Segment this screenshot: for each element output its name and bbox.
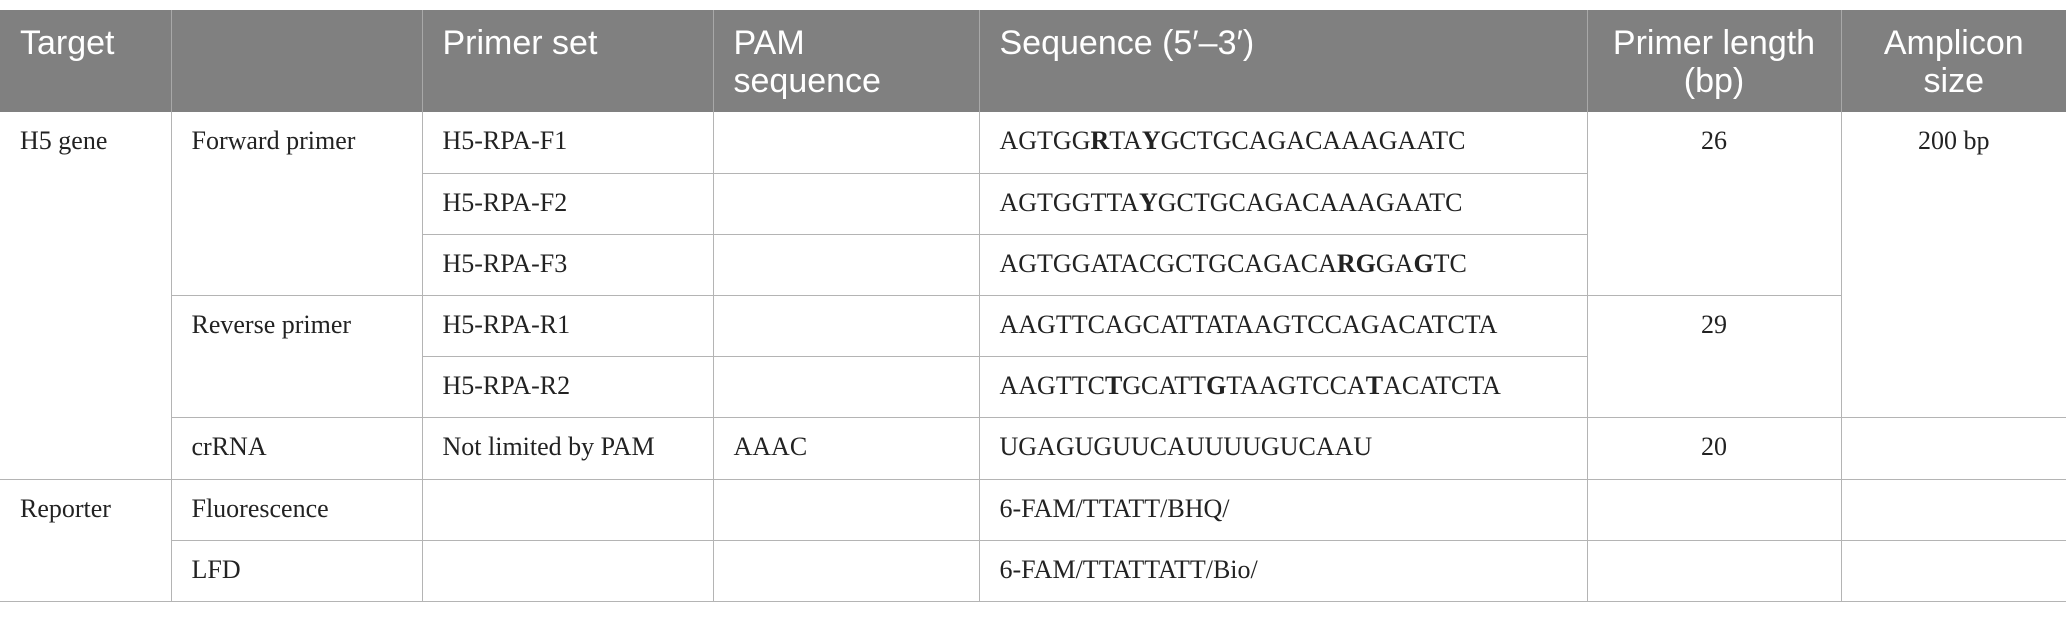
primer-set-cell	[421, 539, 714, 602]
length-cell: 20	[1586, 416, 1842, 480]
sequence-segment: AGTGG	[999, 126, 1091, 155]
pam-cell: AAAC	[712, 416, 980, 480]
sequence-segment: GCTGCAGACAAAGAATC	[1160, 126, 1466, 155]
sequence-segment: AAGTTCAGCATTATAAGTCCAGACATCTA	[999, 309, 1498, 339]
table-row: H5 gene Forward primer H5-RPA-F1 AGTGGRT…	[0, 112, 2066, 480]
variant-base: T	[1365, 370, 1384, 400]
sequence-cell: AGTGGATACGCTGCAGACARGGAGTC	[978, 233, 1587, 296]
sequence-cell: 6-FAM/TTATTATT/Bio/	[978, 539, 1588, 602]
subgroup-fluorescence: Fluorescence	[170, 478, 423, 541]
subgroup-lfd: LFD	[171, 539, 423, 602]
pam-cell	[712, 233, 980, 296]
sequence-segment: 6-FAM/TTATTATT/Bio/	[999, 554, 1258, 584]
sequence-segment: GCATT	[1122, 370, 1207, 400]
variant-base: G	[1413, 248, 1434, 278]
sequence-segment: 6-FAM/TTATT/BHQ/	[999, 493, 1230, 523]
pam-cell	[712, 172, 980, 235]
primer-table: Target Primer set PAM sequence Sequence …	[0, 10, 2066, 602]
table-row: Reverse primer H5-RPA-R1 AAGTTCAGCATTATA…	[0, 294, 2066, 418]
table-row: H5-RPA-F2 AGTGGTTAYGCTGCAGACAAAGAATC	[0, 172, 2066, 235]
sequence-segment: TAAGTCCA	[1226, 370, 1366, 400]
header-row: Target Primer set PAM sequence Sequence …	[0, 10, 2066, 112]
pam-cell	[712, 355, 980, 418]
col-header-primer-set: Primer set	[421, 10, 713, 112]
amplicon-cell	[1840, 416, 2066, 480]
table-row: crRNA Not limited by PAM AAAC UGAGUGUUCA…	[0, 416, 2066, 480]
col-header-primer-length: Primer length (bp)	[1586, 10, 1841, 112]
sequence-segment: TC	[1433, 248, 1467, 278]
primer-set-cell	[421, 478, 714, 541]
table-row: Reporter Fluorescence 6-FAM/TTATT/BHQ/	[0, 478, 2066, 602]
table-row: LFD 6-FAM/TTATTATT/Bio/	[0, 539, 2066, 602]
variant-base: Y	[1141, 126, 1161, 155]
primer-set-cell: H5-RPA-F3	[422, 233, 714, 296]
sequence-segment: AAGTTC	[999, 370, 1105, 400]
pam-cell	[712, 539, 980, 602]
subgroup-reverse-primer: Reverse primer	[171, 294, 423, 418]
amplicon-size-cell: 200 bp	[1840, 112, 2066, 418]
primer-set-cell: H5-RPA-R2	[422, 355, 714, 418]
reverse-length-cell: 29	[1586, 294, 1841, 418]
sequence-segment: GA	[1375, 248, 1414, 278]
primer-set-cell: H5-RPA-F2	[422, 172, 714, 235]
amplicon-cell	[1840, 539, 2066, 602]
sequence-cell: AAGTTCTGCATTGTAAGTCCATACATCTA	[978, 355, 1587, 418]
sequence-segment: UGAGUGUUCAUUUUGUCAAU	[999, 431, 1373, 461]
table-row: H5-RPA-R2 AAGTTCTGCATTGTAAGTCCATACATCTA	[0, 355, 2066, 418]
variant-base: G	[1206, 370, 1227, 400]
variant-base: T	[1104, 370, 1123, 400]
sequence-segment: AGTGGTTA	[999, 187, 1139, 217]
col-header-pam: PAM sequence	[712, 10, 979, 112]
pam-cell	[712, 294, 980, 357]
variant-base: RG	[1336, 248, 1376, 278]
sequence-cell: AGTGGRTAYGCTGCAGACAAAGAATC	[978, 112, 1588, 174]
length-cell	[1586, 539, 1842, 602]
col-header-target: Target	[0, 10, 171, 112]
forward-length-cell: 26	[1586, 112, 1842, 296]
col-header-amplicon: Amplicon size	[1840, 10, 2066, 112]
amplicon-cell	[1840, 478, 2066, 541]
group-h5-gene: H5 gene	[0, 112, 172, 480]
sequence-cell: UGAGUGUUCAUUUUGUCAAU	[978, 416, 1588, 480]
variant-base: R	[1090, 126, 1110, 155]
variant-base: Y	[1138, 187, 1158, 217]
group-reporter: Reporter	[0, 478, 172, 602]
primer-set-cell: H5-RPA-F1	[421, 112, 714, 174]
sequence-segment: AGTGGATACGCTGCAGACA	[999, 248, 1337, 278]
table-row: H5-RPA-F3 AGTGGATACGCTGCAGACARGGAGTC	[0, 233, 2066, 296]
sequence-segment: GCTGCAGACAAAGAATC	[1157, 187, 1463, 217]
sequence-cell: AAGTTCAGCATTATAAGTCCAGACATCTA	[978, 294, 1588, 357]
sequence-segment: ACATCTA	[1383, 370, 1501, 400]
primer-set-cell: Not limited by PAM	[421, 416, 714, 480]
sequence-cell: AGTGGTTAYGCTGCAGACAAAGAATC	[978, 172, 1587, 235]
col-header-blank	[170, 10, 422, 112]
subgroup-crrna: crRNA	[171, 416, 423, 480]
subgroup-forward-primer: Forward primer	[170, 112, 423, 296]
length-cell	[1586, 478, 1842, 541]
pam-cell	[712, 112, 980, 174]
sequence-segment: TA	[1109, 126, 1142, 155]
sequence-cell: 6-FAM/TTATT/BHQ/	[978, 478, 1588, 541]
col-header-sequence: Sequence (5′–3′)	[978, 10, 1587, 112]
primer-set-cell: H5-RPA-R1	[421, 294, 714, 357]
pam-cell	[712, 478, 980, 541]
